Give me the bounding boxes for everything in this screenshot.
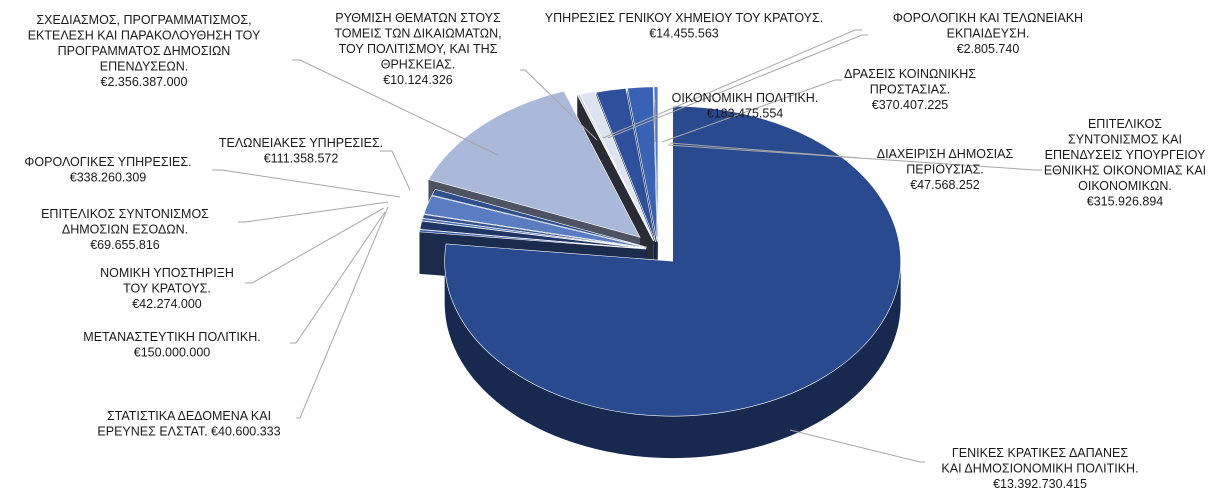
pie-slice-top: [431, 188, 647, 248]
slice-label: ΓΕΝΙΚΕΣ ΚΡΑΤΙΚΕΣ ΔΑΠΑΝΕΣ ΚΑΙ ΔΗΜΟΣΙΟΝΟΜΙΚ…: [941, 446, 1138, 491]
slice-label: ΕΠΙΤΕΛΙΚΟΣ ΣΥΝΤΟΝΙΣΜΟΣ ΔΗΜΟΣΙΩΝ ΕΣΟΔΩΝ. €6…: [41, 207, 209, 252]
pie-slice-top: [579, 90, 655, 242]
slice-label: ΥΠΗΡΕΣΙΕΣ ΓΕΝΙΚΟΥ ΧΗΜΕΙΟΥ ΤΟΥ ΚΡΑΤΟΥΣ. €1…: [545, 11, 823, 41]
slice-value: €47.568.252: [910, 178, 980, 192]
leader-line: [380, 150, 411, 191]
slice-value: €183.475.554: [707, 107, 784, 121]
leader-line: [789, 429, 925, 463]
pie-slice-top: [419, 229, 647, 250]
slice-value: €2.356.387.000: [101, 75, 188, 89]
leader-line: [607, 34, 868, 139]
leader-lines: [212, 29, 1042, 463]
slice-value: €150.000.000: [134, 346, 211, 360]
slice-label: ΔΙΑΧΕΙΡΙΣΗ ΔΗΜΟΣΙΑΣ ΠΕΡΙΟΥΣΙΑΣ. €47.568.25…: [877, 147, 1014, 192]
leader-line: [661, 79, 842, 143]
pie-slices: [419, 86, 901, 459]
slice-label: ΟΙΚΟΝΟΜΙΚΗ ΠΟΛΙΤΙΚΗ. €183.475.554: [672, 91, 819, 121]
leader-line: [212, 169, 401, 198]
pie-slice-top: [626, 86, 658, 242]
leader-line: [290, 211, 386, 344]
slice-value: €42.274.000: [132, 297, 202, 311]
slice-label: ΜΕΤΑΝΑΣΤΕΥΤΙΚΗ ΠΟΛΙΤΙΚΗ. €150.000.000: [83, 330, 260, 360]
slice-value: €315.926.894: [1087, 195, 1164, 209]
slice-labels: ΓΕΝΙΚΕΣ ΚΡΑΤΙΚΕΣ ΔΑΠΑΝΕΣ ΚΑΙ ΔΗΜΟΣΙΟΝΟΜΙΚ…: [24, 11, 1206, 491]
slice-label: ΔΡΑΣΕΙΣ ΚΟΙΝΩΝΙΚΗΣ ΠΡΟΣΤΑΣΙΑΣ. €370.407.22…: [844, 67, 976, 112]
slice-label: ΦΟΡΟΛΟΓΙΚΗ ΚΑΙ ΤΕΛΩΝΕΙΑΚΗ ΕΚΠΑΙΔΕΥΣΗ. €2.8…: [893, 11, 1083, 56]
leader-line: [520, 69, 598, 141]
slice-value: €2.805.740: [957, 42, 1020, 56]
pie-slice-top: [576, 94, 654, 242]
leader-line: [667, 144, 1042, 171]
slice-value: €13.392.730.415: [993, 477, 1087, 491]
pie-slice-top: [595, 88, 656, 243]
slice-label: ΡΥΘΜΙΣΗ ΘΕΜΑΤΩΝ ΣΤΟΥΣ ΤΟΜΕΙΣ ΤΩΝ ΔΙΚΑΙΩΜΑ…: [334, 11, 501, 87]
slice-label: ΤΕΛΩΝΕΙΑΚΕΣ ΥΠΗΡΕΣΙΕΣ. €111.358.572: [219, 136, 383, 166]
slice-value: €338.260.309: [70, 171, 147, 185]
slice-value: €111.358.572: [264, 152, 339, 166]
pie-slice-side: [444, 261, 901, 459]
leader-line: [602, 29, 862, 139]
pie-slice-top: [427, 90, 641, 238]
leader-line: [669, 142, 861, 159]
leader-line: [238, 201, 389, 223]
slice-label: ΕΠΙΤΕΛΙΚΟΣ ΣΥΝΤΟΝΙΣΜΟΣ ΚΑΙ ΕΠΕΝΔΥΣΕΙΣ ΥΠΟΥ…: [1044, 117, 1206, 209]
slice-value: €10.124.326: [383, 73, 453, 87]
slice-value: €14.455.563: [649, 27, 719, 41]
slice-label: ΝΟΜΙΚΗ ΥΠΟΣΤΗΡΙΞΗ ΤΟΥ ΚΡΑΤΟΥΣ. €42.274.000: [100, 266, 234, 311]
slice-label: ΣΧΕΔΙΑΣΜΟΣ, ΠΡΟΓΡΑΜΜΑΤΙΣΜΟΣ, ΕΚΤΕΛΕΣΗ ΚΑΙ…: [28, 13, 261, 89]
slice-value: €370.407.225: [872, 98, 949, 112]
leader-line: [292, 59, 499, 156]
leader-line: [296, 206, 389, 419]
leader-line: [245, 207, 385, 284]
slice-label: ΦΟΡΟΛΟΓΙΚΕΣ ΥΠΗΡΕΣΙΕΣ. €338.260.309: [24, 155, 191, 185]
pie-slice: [444, 105, 901, 459]
slice-value: €69.655.816: [90, 238, 160, 252]
pie-slice-top: [444, 105, 901, 417]
pie-slice-top: [423, 195, 647, 249]
slice-label: ΣΤΑΤΙΣΤΙΚΑ ΔΕΔΟΜΕΝΑ ΚΑΙ ΕΡΕΥΝΕΣ ΕΛΣΤΑΤ. €…: [97, 409, 280, 439]
